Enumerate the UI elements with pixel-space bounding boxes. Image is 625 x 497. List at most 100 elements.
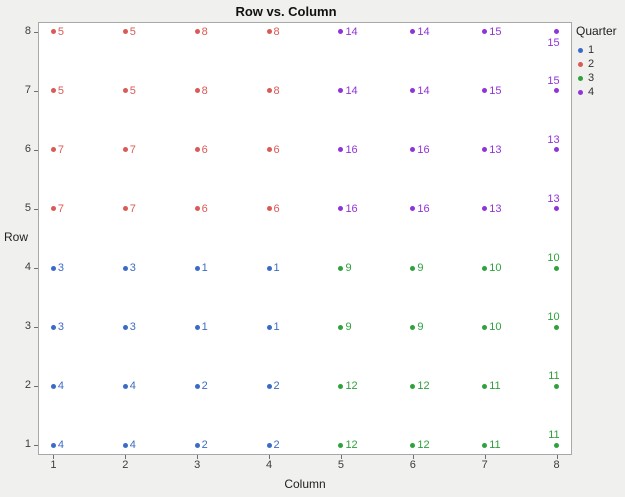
data-point[interactable] <box>50 324 56 330</box>
point-label: 10 <box>547 252 560 265</box>
data-point[interactable] <box>122 324 128 330</box>
data-point[interactable] <box>338 383 344 389</box>
x-tick-label: 2 <box>122 459 129 471</box>
data-point[interactable] <box>122 265 128 271</box>
data-point[interactable] <box>50 29 56 35</box>
y-tick-label: 2 <box>24 379 31 392</box>
data-point[interactable] <box>338 324 344 330</box>
data-point[interactable] <box>266 265 272 271</box>
data-point[interactable] <box>194 88 200 94</box>
data-point[interactable] <box>554 147 560 153</box>
point-label: 3 <box>57 262 64 275</box>
y-tick-label: 8 <box>24 24 31 37</box>
data-point[interactable] <box>50 147 56 153</box>
data-point[interactable] <box>194 206 200 212</box>
data-point[interactable] <box>410 383 416 389</box>
data-point[interactable] <box>194 147 200 153</box>
data-point[interactable] <box>50 265 56 271</box>
data-point[interactable] <box>194 442 200 448</box>
x-tick <box>269 455 271 459</box>
data-point[interactable] <box>554 88 560 94</box>
data-point[interactable] <box>410 206 416 212</box>
data-point[interactable] <box>554 206 560 212</box>
data-point[interactable] <box>122 29 128 35</box>
data-point[interactable] <box>266 88 272 94</box>
data-point[interactable] <box>266 442 272 448</box>
legend-item-1[interactable]: 1 <box>578 43 625 57</box>
data-point[interactable] <box>482 147 488 153</box>
x-tick <box>125 455 127 459</box>
point-label: 9 <box>345 321 352 334</box>
data-point[interactable] <box>410 29 416 35</box>
data-point[interactable] <box>338 29 344 35</box>
data-point[interactable] <box>338 88 344 94</box>
data-point[interactable] <box>482 29 488 35</box>
point-label: 12 <box>417 380 430 393</box>
data-point[interactable] <box>50 206 56 212</box>
y-tick-label: 5 <box>24 201 31 214</box>
data-point[interactable] <box>266 383 272 389</box>
data-point[interactable] <box>482 442 488 448</box>
data-point[interactable] <box>194 383 200 389</box>
point-label: 8 <box>201 25 208 38</box>
data-point[interactable] <box>122 442 128 448</box>
x-tick <box>556 455 558 459</box>
plot-area[interactable]: 5 5 8 8 14 14 15 15 5 5 8 8 14 14 15 15 7 7 6 6 16 16 13 13 7 7 6 6… <box>38 22 572 455</box>
point-label: 13 <box>547 192 560 205</box>
point-label: 3 <box>129 262 136 275</box>
point-label: 15 <box>489 84 502 97</box>
data-point[interactable] <box>338 147 344 153</box>
point-label: 11 <box>489 439 501 452</box>
data-point[interactable] <box>194 29 200 35</box>
data-point[interactable] <box>410 324 416 330</box>
data-point[interactable] <box>266 324 272 330</box>
data-point[interactable] <box>482 383 488 389</box>
point-label: 6 <box>201 202 208 215</box>
legend-marker-icon <box>578 89 583 95</box>
data-point[interactable] <box>482 206 488 212</box>
data-point[interactable] <box>122 206 128 212</box>
point-label: 10 <box>489 321 502 334</box>
data-point[interactable] <box>122 383 128 389</box>
point-label: 10 <box>489 262 502 275</box>
data-point[interactable] <box>482 265 488 271</box>
data-point[interactable] <box>338 206 344 212</box>
data-point[interactable] <box>482 88 488 94</box>
data-point[interactable] <box>410 147 416 153</box>
data-point[interactable] <box>338 442 344 448</box>
legend-item-4[interactable]: 4 <box>578 85 625 99</box>
data-point[interactable] <box>554 324 560 330</box>
data-point[interactable] <box>194 265 200 271</box>
data-point[interactable] <box>410 442 416 448</box>
legend-item-3[interactable]: 3 <box>578 71 625 85</box>
data-point[interactable] <box>50 442 56 448</box>
data-point[interactable] <box>266 29 272 35</box>
data-point[interactable] <box>194 324 200 330</box>
legend-item-label: 4 <box>588 86 595 98</box>
x-tick <box>197 455 199 459</box>
point-label: 9 <box>417 321 424 334</box>
point-label: 16 <box>345 143 358 156</box>
legend-marker-icon <box>578 47 583 53</box>
data-point[interactable] <box>338 265 344 271</box>
data-point[interactable] <box>554 265 560 271</box>
data-point[interactable] <box>410 88 416 94</box>
point-label: 3 <box>57 321 64 334</box>
data-point[interactable] <box>554 29 560 35</box>
data-point[interactable] <box>266 147 272 153</box>
data-point[interactable] <box>50 88 56 94</box>
data-point[interactable] <box>554 442 560 448</box>
legend-marker-icon <box>578 75 583 81</box>
y-tick-label: 3 <box>24 320 31 333</box>
legend-item-2[interactable]: 2 <box>578 57 625 71</box>
data-point[interactable] <box>266 206 272 212</box>
data-point[interactable] <box>122 147 128 153</box>
x-tick-label: 7 <box>481 459 488 471</box>
data-point[interactable] <box>50 383 56 389</box>
x-tick <box>340 455 342 459</box>
legend-title: Quarter <box>576 24 617 38</box>
data-point[interactable] <box>482 324 488 330</box>
data-point[interactable] <box>122 88 128 94</box>
data-point[interactable] <box>410 265 416 271</box>
data-point[interactable] <box>554 383 560 389</box>
